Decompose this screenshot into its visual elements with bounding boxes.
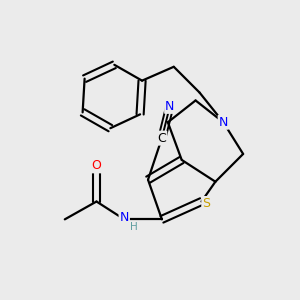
Text: O: O bbox=[92, 159, 101, 172]
Text: N: N bbox=[165, 100, 175, 113]
Text: S: S bbox=[202, 197, 210, 210]
Text: C: C bbox=[158, 132, 166, 145]
Text: N: N bbox=[120, 211, 129, 224]
Text: H: H bbox=[130, 222, 138, 232]
Text: N: N bbox=[219, 116, 228, 129]
